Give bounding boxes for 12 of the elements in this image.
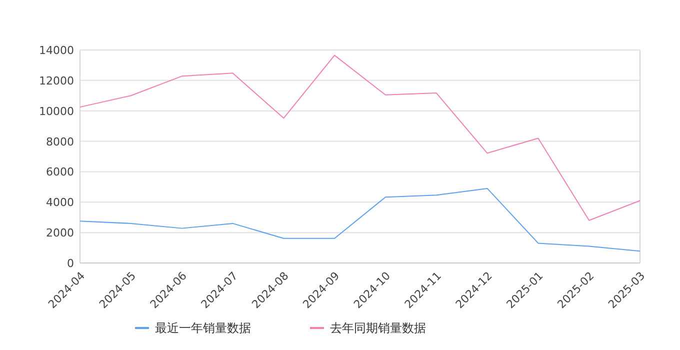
line-series xyxy=(80,188,640,252)
y-tick-label: 12000 xyxy=(39,74,74,88)
y-tick-label: 6000 xyxy=(46,166,74,179)
y-tick-label: 0 xyxy=(67,257,74,270)
legend-label: 去年同期销量数据 xyxy=(330,321,426,335)
y-tick-label: 10000 xyxy=(39,104,74,118)
y-tick-label: 2000 xyxy=(46,226,74,240)
y-tick-label: 14000 xyxy=(39,44,74,57)
y-tick-label: 4000 xyxy=(46,196,74,210)
legend-label: 最近一年销量数据 xyxy=(155,321,251,335)
line-series xyxy=(80,54,640,221)
y-tick-label: 8000 xyxy=(46,135,74,148)
